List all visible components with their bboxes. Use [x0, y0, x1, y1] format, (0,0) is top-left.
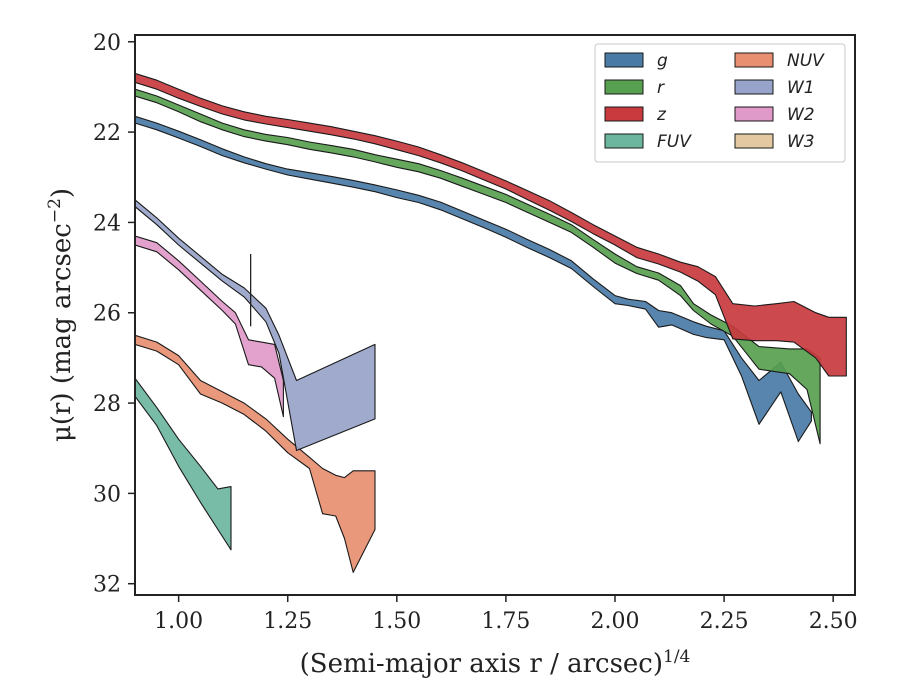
y-tick-label: 24	[93, 211, 121, 236]
legend-swatch-z	[604, 106, 644, 122]
y-axis-label: μ(r) (mag arcsec−2)	[45, 188, 77, 442]
x-tick-label: 1.00	[154, 609, 203, 634]
legend-label-w3: W3	[787, 132, 815, 152]
x-tick-label: 2.50	[809, 609, 858, 634]
y-tick-label: 32	[93, 573, 121, 598]
legend-label-w1: W1	[787, 78, 815, 98]
legend-label-g: g	[657, 51, 668, 71]
legend-box	[594, 43, 846, 163]
plot-frame	[134, 34, 856, 596]
legend-label-nuv: NUV	[787, 51, 825, 71]
y-tick-label: 28	[93, 392, 121, 417]
band-w1	[135, 199, 376, 452]
y-axis-label-text: μ(r) (mag arcsec	[47, 223, 77, 442]
x-axis-ticks: 1.00 1.25 1.50 1.75 2.00 2.25 2.50	[154, 595, 858, 634]
legend: grz FUV NUV W1 W2 W3	[594, 43, 846, 163]
legend-swatch-w1	[734, 79, 774, 95]
x-axis-label-exponent: 1/4	[663, 647, 690, 667]
x-tick-label: 1.25	[263, 609, 312, 634]
legend-label-r: r	[657, 78, 665, 98]
x-tick-label: 1.50	[372, 609, 421, 634]
legend-swatch-nuv	[734, 52, 774, 68]
band-r	[135, 88, 821, 445]
legend-swatch-g	[604, 52, 644, 68]
legend-swatch-w2	[734, 106, 774, 122]
legend-swatch-r	[604, 79, 644, 95]
y-axis-label-exponent: −2	[45, 198, 65, 223]
band-g	[135, 115, 812, 443]
profile-bands	[135, 72, 847, 573]
band-fuv	[135, 377, 232, 551]
legend-label-fuv: FUV	[657, 132, 692, 152]
y-tick-label: 26	[93, 302, 121, 327]
legend-label-w2: W2	[787, 105, 815, 125]
y-tick-label: 22	[93, 121, 121, 146]
y-axis-ticks: 20 22 24 26 28 30 32	[93, 31, 135, 598]
legend-swatch-w3	[734, 133, 774, 149]
band-w2	[135, 235, 284, 418]
x-tick-label: 2.00	[591, 609, 640, 634]
x-tick-label: 2.25	[700, 609, 749, 634]
y-axis-label-suffix: )	[47, 188, 77, 198]
band-z	[135, 72, 847, 377]
y-tick-label: 30	[93, 482, 121, 507]
x-axis-label: (Semi-major axis r / arcsec)1/4	[300, 647, 691, 679]
legend-label-z: z	[656, 105, 667, 125]
band-nuv	[135, 334, 376, 573]
x-axis-label-text: (Semi-major axis r / arcsec)	[300, 649, 663, 679]
legend-swatch-fuv	[604, 133, 644, 149]
x-tick-label: 1.75	[481, 609, 530, 634]
y-tick-label: 20	[93, 31, 121, 56]
